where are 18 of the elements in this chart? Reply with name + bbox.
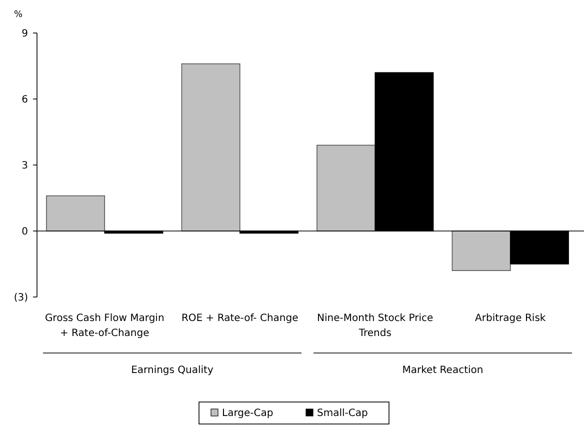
text: Market Reaction <box>402 365 484 376</box>
y-tick-label: (3) <box>14 292 28 304</box>
bar <box>181 63 240 232</box>
y-tick-label: 3 <box>22 160 28 172</box>
legend-label: Large-Cap <box>222 408 274 419</box>
bar <box>316 144 376 232</box>
y-tick-label: 9 <box>22 28 28 40</box>
x-tick-label: Nine-Month Stock Price Trends <box>317 313 434 339</box>
x-tick-label: ROE + Rate-of- Change <box>181 313 298 324</box>
legend-label: Small-Cap <box>317 408 368 419</box>
bar <box>452 230 511 271</box>
x-tick-label: Gross Cash Flow Margin + Rate-of-Change <box>44 313 164 339</box>
y-tick-label: 6 <box>22 94 28 106</box>
y-axis-title: % <box>14 10 23 20</box>
text: Earnings Quality <box>131 365 214 376</box>
bar <box>46 195 106 232</box>
y-tick-label: 0 <box>22 226 28 238</box>
x-tick-label: Arbitrage Risk <box>475 313 546 324</box>
